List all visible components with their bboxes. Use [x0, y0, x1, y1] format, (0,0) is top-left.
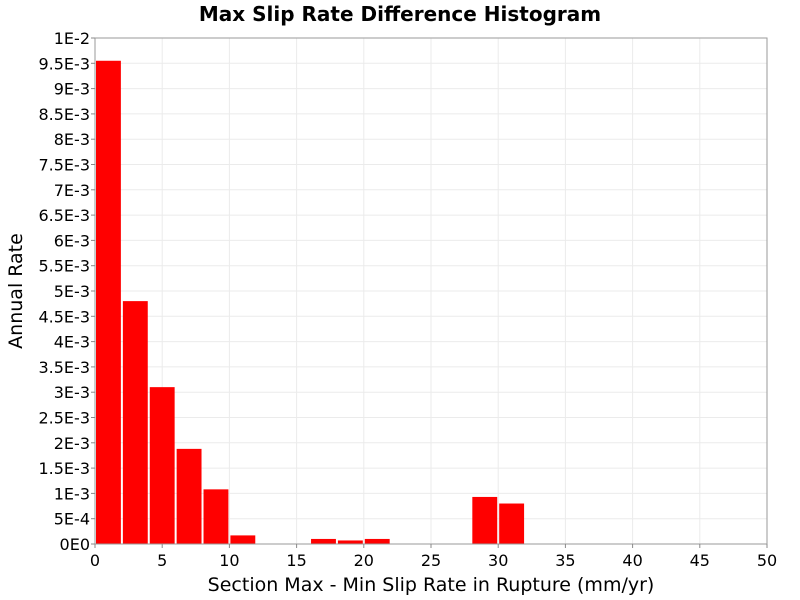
y-tick-label: 5.5E-3: [38, 257, 90, 276]
histogram-bar: [203, 489, 229, 544]
y-tick-label: 2.5E-3: [38, 409, 90, 428]
y-tick-label: 9.5E-3: [38, 54, 90, 73]
x-tick-label: 30: [488, 551, 508, 570]
y-tick-label: 1.5E-3: [38, 459, 90, 478]
y-tick-label: 5E-3: [54, 282, 90, 301]
y-tick-label: 6.5E-3: [38, 206, 90, 225]
y-tick-label: 4E-3: [54, 333, 90, 352]
histogram-bar: [176, 448, 202, 544]
y-tick-label: 1E-2: [54, 29, 90, 48]
x-tick-label: 15: [286, 551, 306, 570]
histogram-bar: [122, 301, 148, 544]
chart-title: Max Slip Rate Difference Histogram: [199, 2, 601, 26]
x-tick-label: 40: [622, 551, 642, 570]
x-tick-label: 20: [354, 551, 374, 570]
y-tick-label: 3E-3: [54, 383, 90, 402]
x-tick-label: 0: [90, 551, 100, 570]
x-axis-label: Section Max - Min Slip Rate in Rupture (…: [208, 574, 655, 596]
histogram-bar: [472, 496, 498, 544]
x-tick-label: 25: [421, 551, 441, 570]
y-tick-label: 7E-3: [54, 181, 90, 200]
y-tick-label: 4.5E-3: [38, 307, 90, 326]
y-tick-label: 6E-3: [54, 231, 90, 250]
y-axis-label: Annual Rate: [5, 233, 27, 349]
y-tick-label: 2E-3: [54, 434, 90, 453]
y-tick-label: 8E-3: [54, 130, 90, 149]
histogram-bar: [337, 540, 363, 544]
y-tick-label: 8.5E-3: [38, 105, 90, 124]
histogram-bar: [311, 538, 336, 544]
y-tick-label: 1E-3: [54, 484, 90, 503]
x-tick-label: 5: [157, 551, 167, 570]
y-tick-label: 0E0: [60, 535, 90, 554]
x-tick-label: 45: [690, 551, 710, 570]
histogram-bar: [96, 60, 121, 545]
histogram-bar: [364, 538, 390, 544]
histogram-bar: [149, 387, 175, 544]
bars: [96, 60, 525, 545]
y-tick-label: 7.5E-3: [38, 156, 90, 175]
y-tick-label: 3.5E-3: [38, 358, 90, 377]
y-axis-ticks: 0E0 5E-4 1E-3 1.5E-3 2E-3 2.5E-3 3E-3 3.5E-3 4E-…: [38, 29, 95, 554]
histogram-bar: [499, 503, 525, 544]
histogram-bar: [230, 535, 256, 544]
x-tick-label: 10: [219, 551, 239, 570]
x-axis-ticks: 0 5 10 15 20 25 30 35 40 45 50: [90, 544, 777, 570]
x-tick-label: 35: [555, 551, 575, 570]
y-tick-label: 9E-3: [54, 80, 90, 99]
x-tick-label: 50: [757, 551, 777, 570]
y-tick-label: 5E-4: [54, 510, 90, 529]
